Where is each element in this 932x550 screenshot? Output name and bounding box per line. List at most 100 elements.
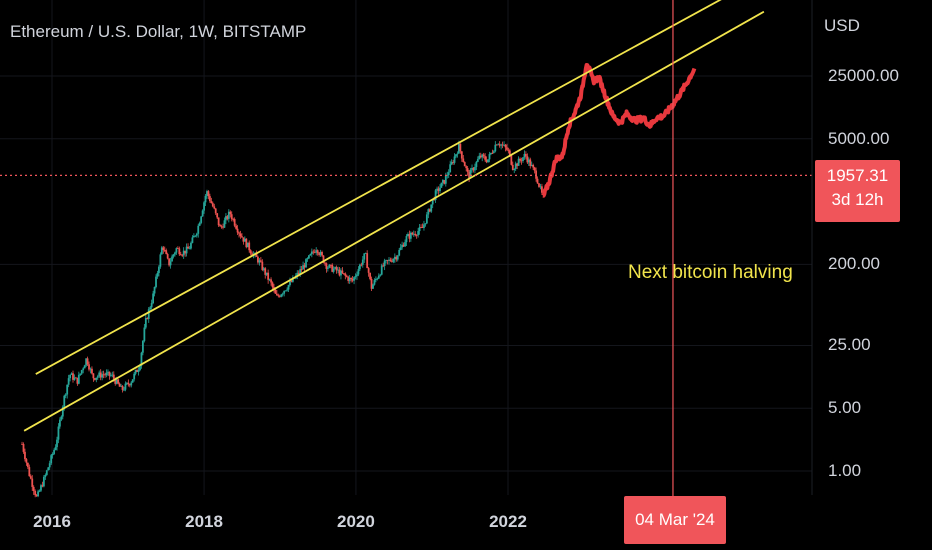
candle-body xyxy=(146,318,149,319)
candle-body xyxy=(341,270,344,274)
candle-body xyxy=(137,370,140,372)
candle-body xyxy=(388,259,390,261)
candle-body xyxy=(407,234,409,237)
candle-body xyxy=(497,144,500,146)
candle-body xyxy=(500,144,503,146)
candle-body xyxy=(395,256,398,260)
candle-body xyxy=(246,242,249,248)
candle-body xyxy=(249,250,252,254)
candle-body xyxy=(89,368,92,370)
candle-body xyxy=(302,265,304,270)
candle-body xyxy=(439,187,441,192)
candle-body xyxy=(498,144,501,146)
candle-body xyxy=(40,485,42,491)
price-candles xyxy=(21,140,543,498)
candle-body xyxy=(131,379,134,383)
candle-body xyxy=(284,290,287,292)
candle-body xyxy=(206,191,208,196)
candle-body xyxy=(192,235,195,238)
candle-body xyxy=(172,254,175,257)
candle-body xyxy=(511,164,514,170)
candle-body xyxy=(530,164,533,166)
candle-body xyxy=(468,171,470,179)
candle-body xyxy=(37,491,39,497)
candle-body xyxy=(257,256,259,263)
candle-body xyxy=(184,250,187,254)
candle-body xyxy=(458,143,460,154)
candle-body xyxy=(21,443,23,445)
candle-body xyxy=(22,444,25,452)
candle-body xyxy=(503,144,505,146)
candle-body xyxy=(474,166,476,171)
candle-body xyxy=(532,164,535,168)
candle-body xyxy=(163,250,166,251)
candle-body xyxy=(255,253,258,257)
price-tick-label: 5000.00 xyxy=(828,128,890,148)
candle-body xyxy=(208,196,211,202)
candle-body xyxy=(462,158,465,163)
candle-body xyxy=(63,395,66,407)
candle-body xyxy=(85,358,88,366)
candle-body xyxy=(417,231,420,236)
candle-body xyxy=(366,253,369,269)
candle-body xyxy=(73,377,76,380)
candle-body xyxy=(26,462,29,468)
candle-body xyxy=(155,276,157,288)
candle-body xyxy=(389,259,392,261)
candle-body xyxy=(539,186,542,188)
candle-body xyxy=(440,182,443,188)
candle-body xyxy=(261,261,264,270)
candle-body xyxy=(144,318,147,328)
candle-body xyxy=(358,264,361,270)
candle-body xyxy=(98,372,101,377)
candle-body xyxy=(325,263,328,269)
candle-countdown: 3d 12h xyxy=(831,190,884,209)
candle-body xyxy=(340,270,342,276)
candle-body xyxy=(367,268,370,273)
candle-body xyxy=(380,265,383,275)
candle-body xyxy=(452,162,454,163)
candle-body xyxy=(125,382,128,384)
candle-body xyxy=(111,374,114,376)
candle-body xyxy=(334,267,337,269)
candle-body xyxy=(332,268,335,272)
candle-body xyxy=(251,253,254,256)
candle-body xyxy=(70,373,73,375)
channel-lower-line[interactable] xyxy=(23,10,765,432)
candle-body xyxy=(83,365,86,369)
candle-body xyxy=(319,252,322,255)
candle-body xyxy=(443,180,446,184)
crosshair-date-badge: 04 Mar '24 xyxy=(624,496,726,544)
candle-body xyxy=(149,307,152,310)
candle-body xyxy=(347,276,350,281)
candle-body xyxy=(536,178,539,184)
candle-body xyxy=(236,228,239,233)
candle-body xyxy=(60,416,63,420)
candle-body xyxy=(303,265,306,268)
candle-body xyxy=(270,279,272,283)
candle-body xyxy=(56,439,58,448)
candle-body xyxy=(455,154,457,157)
candle-body xyxy=(222,226,224,228)
channel-upper-line[interactable] xyxy=(35,0,753,375)
candle-body xyxy=(361,259,364,265)
candle-body xyxy=(238,232,240,234)
candle-body xyxy=(373,280,376,285)
candle-body xyxy=(124,383,127,390)
candle-body xyxy=(139,365,141,371)
candle-body xyxy=(337,269,339,271)
candle-body xyxy=(258,260,261,263)
candle-body xyxy=(308,255,310,259)
candle-body xyxy=(399,247,402,250)
candle-body xyxy=(271,282,274,288)
candle-body xyxy=(168,258,171,266)
price-tick-label: 1.00 xyxy=(828,461,862,480)
candle-body xyxy=(235,225,238,229)
time-tick-label: 2016 xyxy=(33,512,71,531)
price-tick-label: 25.00 xyxy=(828,335,871,355)
candle-body xyxy=(535,170,537,179)
candle-body xyxy=(134,369,137,374)
candle-body xyxy=(533,167,536,171)
